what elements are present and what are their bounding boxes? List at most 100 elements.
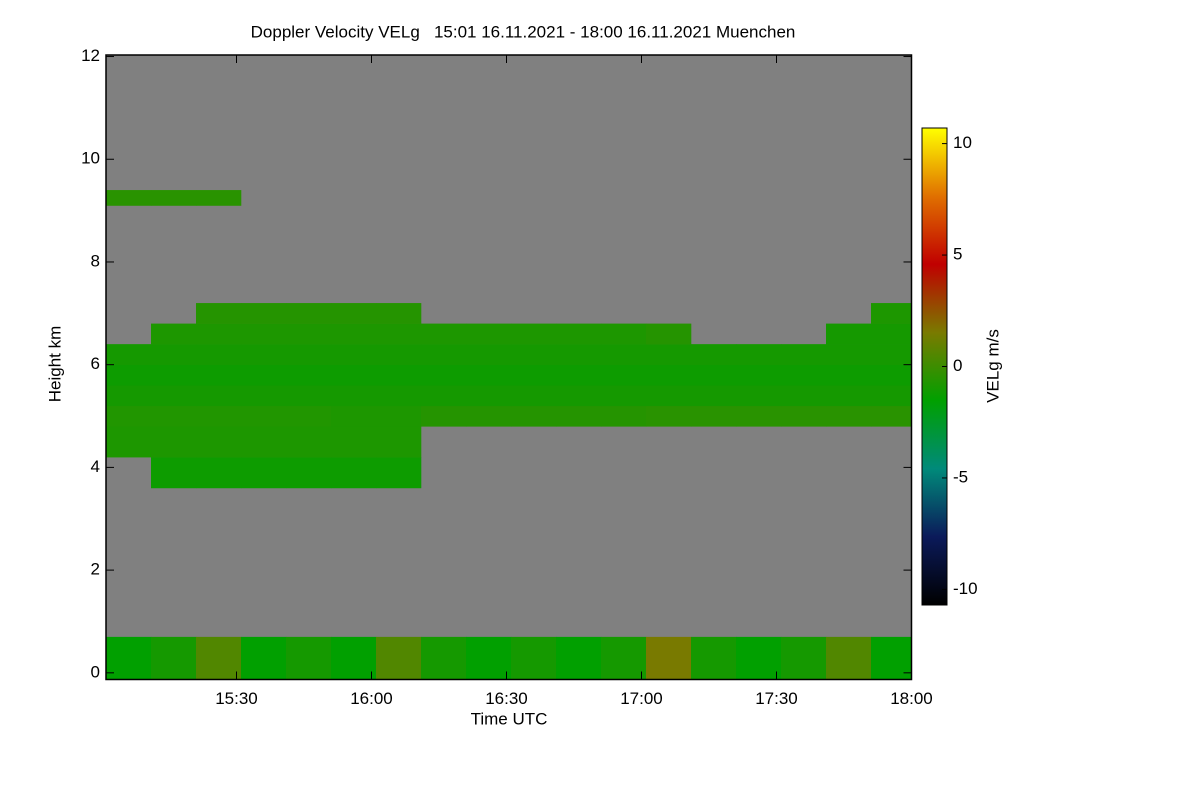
colorbar-tick-label: -10 bbox=[953, 579, 978, 598]
heatmap-cell bbox=[196, 636, 242, 680]
heatmap-cell bbox=[331, 457, 377, 489]
heatmap-cell bbox=[376, 364, 422, 386]
heatmap-cell bbox=[151, 405, 197, 427]
heatmap-cell bbox=[646, 323, 692, 345]
heatmap-cell bbox=[511, 636, 557, 680]
chart-title: Doppler Velocity VELg 15:01 16.11.2021 -… bbox=[251, 22, 796, 41]
heatmap-cell bbox=[331, 364, 377, 386]
heatmap-cell bbox=[511, 385, 557, 407]
heatmap-cell bbox=[241, 364, 287, 386]
heatmap-cell bbox=[196, 364, 242, 386]
heatmap-cell bbox=[646, 636, 692, 680]
heatmap-cell bbox=[511, 323, 557, 345]
heatmap-cell bbox=[151, 323, 197, 345]
heatmap-cell bbox=[331, 303, 377, 324]
heatmap-cell bbox=[106, 364, 152, 386]
heatmap-cell bbox=[331, 385, 377, 407]
heatmap-cell bbox=[781, 636, 827, 680]
heatmap-cell bbox=[196, 344, 242, 365]
heatmap-cell bbox=[241, 636, 287, 680]
heatmap-cell bbox=[421, 636, 467, 680]
heatmap-cell bbox=[241, 344, 287, 365]
heatmap-cell bbox=[601, 405, 647, 427]
heatmap-cell bbox=[511, 405, 557, 427]
heatmap-cell bbox=[106, 405, 152, 427]
colorbar-tick-label: 0 bbox=[953, 356, 962, 375]
y-tick-label: 6 bbox=[91, 354, 100, 373]
y-tick-label: 4 bbox=[91, 457, 100, 476]
heatmap-cell bbox=[106, 636, 152, 680]
heatmap-cell bbox=[466, 323, 512, 345]
heatmap-cell bbox=[421, 344, 467, 365]
heatmap-cell bbox=[556, 636, 602, 680]
heatmap-cell bbox=[871, 385, 912, 407]
heatmap-cell bbox=[331, 636, 377, 680]
heatmap-cell bbox=[286, 364, 332, 386]
x-tick-label: 18:00 bbox=[890, 689, 933, 708]
heatmap-cell bbox=[421, 405, 467, 427]
heatmap-cell bbox=[286, 457, 332, 489]
heatmap-cell bbox=[286, 303, 332, 324]
heatmap-cell bbox=[601, 344, 647, 365]
heatmap-cell bbox=[826, 323, 872, 345]
heatmap-cell bbox=[511, 364, 557, 386]
heatmap-cell bbox=[871, 323, 912, 345]
heatmap-cell bbox=[196, 426, 242, 458]
heatmap-cell bbox=[331, 344, 377, 365]
y-tick-label: 0 bbox=[91, 662, 100, 681]
colorbar-tick-label: 10 bbox=[953, 133, 972, 152]
heatmap-cell bbox=[691, 364, 737, 386]
heatmap-cell bbox=[871, 405, 912, 427]
heatmap-cell bbox=[376, 323, 422, 345]
heatmap-cell bbox=[871, 303, 912, 324]
heatmap-cell bbox=[196, 385, 242, 407]
heatmap-cell bbox=[376, 303, 422, 324]
heatmap-cell bbox=[691, 405, 737, 427]
heatmap-cell bbox=[421, 323, 467, 345]
heatmap-cell bbox=[286, 426, 332, 458]
heatmap-cell bbox=[781, 364, 827, 386]
heatmap-cell bbox=[556, 385, 602, 407]
heatmap-cell bbox=[826, 364, 872, 386]
heatmap-cell bbox=[241, 405, 287, 427]
heatmap-cell bbox=[151, 457, 197, 489]
x-tick-label: 16:30 bbox=[485, 689, 528, 708]
heatmap-cell bbox=[556, 344, 602, 365]
heatmap-cell bbox=[646, 385, 692, 407]
heatmap-cell bbox=[646, 364, 692, 386]
heatmap-cell bbox=[736, 636, 782, 680]
heatmap-cell bbox=[106, 426, 152, 458]
x-tick-label: 17:00 bbox=[620, 689, 663, 708]
heatmap-cell bbox=[196, 405, 242, 427]
heatmap-cell bbox=[241, 457, 287, 489]
y-axis-label: Height km bbox=[45, 326, 64, 403]
heatmap-cell bbox=[466, 364, 512, 386]
heatmap-cell bbox=[736, 385, 782, 407]
heatmap-cell bbox=[466, 385, 512, 407]
heatmap-cell bbox=[646, 344, 692, 365]
heatmap-cell bbox=[556, 405, 602, 427]
heatmap-cell bbox=[241, 303, 287, 324]
heatmap-cell bbox=[556, 364, 602, 386]
heatmap-cell bbox=[421, 385, 467, 407]
heatmap-cell bbox=[376, 405, 422, 427]
heatmap-cell bbox=[106, 190, 152, 206]
heatmap-cell bbox=[601, 636, 647, 680]
heatmap-cell bbox=[376, 457, 422, 489]
heatmap-cell bbox=[151, 190, 197, 206]
heatmap-cell bbox=[376, 344, 422, 365]
heatmap-cell bbox=[151, 344, 197, 365]
heatmap-cell bbox=[736, 344, 782, 365]
y-tick-label: 2 bbox=[91, 560, 100, 579]
heatmap-cell bbox=[466, 405, 512, 427]
heatmap-cell bbox=[331, 323, 377, 345]
heatmap-cell bbox=[646, 405, 692, 427]
heatmap-cell bbox=[196, 190, 242, 206]
heatmap-cell bbox=[466, 636, 512, 680]
heatmap-cell bbox=[151, 426, 197, 458]
heatmap-cell bbox=[376, 426, 422, 458]
heatmap-cell bbox=[286, 323, 332, 345]
heatmap-cell bbox=[736, 364, 782, 386]
colorbar-tick-label: -5 bbox=[953, 467, 968, 486]
